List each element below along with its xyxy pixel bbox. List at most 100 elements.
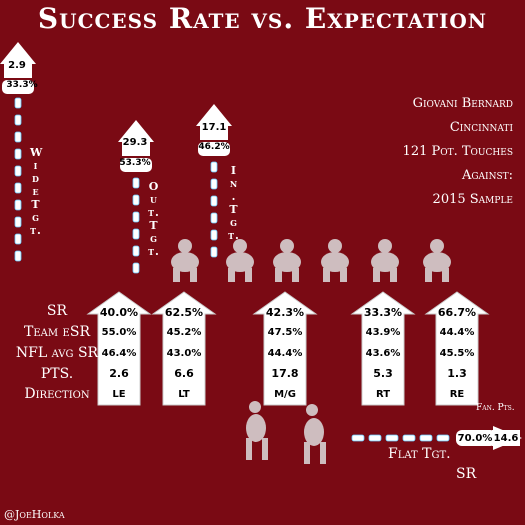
in-route-dash [210,161,218,173]
out-tgt-pts: 29.3 [122,137,148,148]
page-title: Success Rate vs. Expectation [37,2,488,35]
wide-route-sr-box [2,80,34,94]
fan-pts-label: Fan. Pts. [476,403,515,413]
wide-route-dash [14,199,22,211]
in-tgt-label: In. Tgt. [228,164,240,242]
run-pts-3: 5.3 [373,367,393,380]
lineman-leg [173,268,180,282]
run-arrows [86,291,490,406]
lineman-body [226,252,254,272]
run-direction-0: LE [112,389,126,400]
row-label-pts: PTS. [40,366,74,382]
player-info: Giovani Bernard Cincinnati 121 Pot. Touc… [403,92,513,212]
out-tgt-sr: 53.3% [119,158,151,168]
lineman-head [430,239,444,253]
out-route-pts-box [122,142,150,156]
wide-route-dash [14,216,22,228]
in-route-sr-box [198,142,230,156]
lineman-body [371,252,399,272]
flat-tgt-sr: 70.0% [457,433,493,444]
rb-leg [320,442,326,464]
out-tgt-label: Out. Tgt. [148,180,160,258]
in-route-dash [210,212,218,224]
lineman-leg [190,268,197,282]
row-label-nfl-avg-sr: NFL avg SR [15,345,99,361]
run-sr-2: 42.3% [265,306,305,319]
lineman-body [321,252,349,272]
in-tgt-pts: 17.1 [201,122,227,133]
player-silhouettes [171,239,451,464]
flat-route-dash [368,434,382,442]
sample-label: 2015 Sample [432,192,513,207]
row-label-direction: Direction [24,386,90,402]
out-route-sr-box [120,158,152,172]
flat-route-dash [385,434,399,442]
lineman-head [178,239,192,253]
lineman-body [423,252,451,272]
lineman-leg [323,268,330,282]
run-direction-2: M/G [274,389,296,400]
lineman-leg [390,268,397,282]
lineman-leg [292,268,299,282]
wide-tgt-pts: 2.9 [8,60,26,71]
flat-tgt-pts: 14.6 [493,433,519,444]
lineman-leg [245,268,252,282]
run-sr-3: 33.3% [363,306,403,319]
team-name: Cincinnati [449,120,513,135]
qb-body [246,414,266,442]
run-team-esr-3: 43.9% [365,327,401,338]
out-route-dash [132,194,140,206]
wide-route-dash [14,250,22,262]
player-name: Giovani Bernard [412,96,513,111]
flat-route-dash [402,434,416,442]
run-arrow-re [424,291,490,406]
flat-route-dash [351,434,365,442]
run-team-esr-2: 47.5% [267,327,303,338]
in-route-dash [210,229,218,241]
lineman-leg [425,268,432,282]
run-nfl-avg-sr-3: 43.6% [365,348,401,359]
out-route-dash [132,211,140,223]
lineman-head [233,239,247,253]
run-pts-0: 2.6 [109,367,129,380]
row-label-sr: SR [46,303,68,319]
lineman-leg [228,268,235,282]
wide-route-pts-box [4,64,32,78]
run-arrow-lt [151,291,217,406]
in-route-dash [210,195,218,207]
wide-route-dash [14,131,22,143]
run-sr-4: 66.7% [437,306,477,319]
in-route-head [196,104,232,126]
wide-route-dash [14,165,22,177]
run-arrow-le [86,291,152,406]
wide-tgt-sr: 33.3% [6,80,38,90]
run-sr-0: 40.0% [99,306,139,319]
in-route-dash [210,178,218,190]
wide-tgt-label: Wide Tgt. [30,146,44,237]
route-arrows [0,42,522,450]
run-team-esr-4: 44.4% [439,327,475,338]
wide-route-dash [14,97,22,109]
rb-leg [304,442,310,464]
lineman-head [280,239,294,253]
run-arrow-mg [252,291,318,406]
lineman-leg [340,268,347,282]
flat-sr-label: SR [456,466,477,482]
wide-route-dash [14,233,22,245]
qb-leg [246,438,252,460]
qb-leg [262,438,268,460]
rb-head [306,404,318,416]
run-nfl-avg-sr-0: 46.4% [101,348,137,359]
wide-route-head [0,42,36,64]
run-nfl-avg-sr-2: 44.4% [267,348,303,359]
run-pts-2: 17.8 [271,367,299,380]
lineman-leg [442,268,449,282]
run-arrow-rt [350,291,416,406]
rb-body [304,418,324,446]
flat-sr-box [456,430,496,446]
lineman-head [378,239,392,253]
out-route-head [118,120,154,142]
credit: @JoeHolka [4,508,65,521]
in-route-dash [210,246,218,258]
